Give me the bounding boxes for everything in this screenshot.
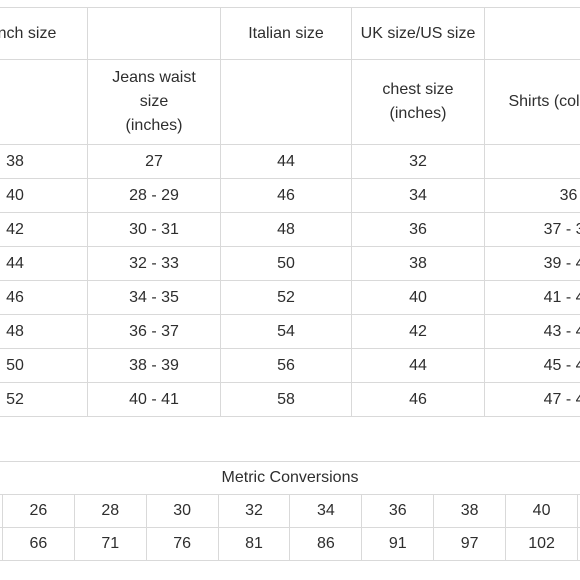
table-cell: 50	[0, 348, 88, 383]
table-cell: 38	[351, 246, 485, 281]
table-cell: 40	[351, 280, 485, 315]
table-cell: 39 - 40	[484, 246, 580, 281]
inches-cell: 38	[433, 494, 507, 528]
header-italian-size: Italian size	[220, 7, 352, 60]
subheader-blank	[220, 59, 352, 145]
table-cell: 48	[220, 212, 352, 247]
table-row: 38 27 44 32	[0, 144, 580, 179]
table-cell: 50	[220, 246, 352, 281]
size-table-body: 38 27 44 32 40 28 - 29 46 34 36 42 30 - 31 48 36 37 -…	[0, 144, 580, 417]
table-cell: 40 - 41	[87, 382, 221, 417]
header-blank	[484, 7, 580, 60]
header-uk-us-size: UK size/US size	[351, 7, 485, 60]
subheader-shirts-collar: Shirts (collar) cm	[484, 59, 580, 145]
table-cell: 47 - 48	[484, 382, 580, 417]
table-cell: 38 - 39	[87, 348, 221, 383]
table-cell: 34 - 35	[87, 280, 221, 315]
table-cell: 46	[351, 382, 485, 417]
table-row: 40 28 - 29 46 34 36	[0, 178, 580, 213]
subheader-blank	[0, 59, 88, 145]
centimeter-cell: 71	[73, 527, 147, 561]
table-cell: 32	[351, 144, 485, 179]
table-cell: 44	[0, 246, 88, 281]
table-cell: 44	[351, 348, 485, 383]
table-cell: 36	[484, 178, 580, 213]
table-cell: 30 - 31	[87, 212, 221, 247]
inches-cell: 26	[1, 494, 75, 528]
table-cell: 37 - 38	[484, 212, 580, 247]
inches-cell: 40	[505, 494, 579, 528]
table-cell: 28 - 29	[87, 178, 221, 213]
table-cell: 58	[220, 382, 352, 417]
inches-cell: 28	[73, 494, 147, 528]
table-cell: 43 - 44	[484, 314, 580, 349]
table-cell: 48	[0, 314, 88, 349]
centimeter-cell: 81	[217, 527, 291, 561]
table-cell: 54	[220, 314, 352, 349]
table-cell: 44	[220, 144, 352, 179]
inches-cell: 32	[217, 494, 291, 528]
centimeter-cell: 91	[361, 527, 435, 561]
metric-table-title: Metric Conversions	[0, 461, 580, 495]
table-cell: 32 - 33	[87, 246, 221, 281]
table-cell: 56	[220, 348, 352, 383]
inches-row: 24262830323436384042	[0, 494, 580, 528]
table-cell: 36	[351, 212, 485, 247]
table-cell: 52	[220, 280, 352, 315]
subheader-jeans-waist: Jeans waist size (inches)	[87, 59, 221, 145]
centimeter-cell: 107	[577, 527, 580, 561]
centimeter-cell: 86	[289, 527, 363, 561]
table-cell: 36 - 37	[87, 314, 221, 349]
subheader-chest-size: chest size (inches)	[351, 59, 485, 145]
inches-cell: 36	[361, 494, 435, 528]
table-cell	[484, 144, 580, 179]
header-french-size: French size	[0, 7, 88, 60]
table-cell: 46	[0, 280, 88, 315]
table-cell: 46	[220, 178, 352, 213]
metric-title-row: Metric Conversions	[0, 461, 580, 495]
table-cell: 52	[0, 382, 88, 417]
table-cell: 42	[0, 212, 88, 247]
table-cell: 45 - 46	[484, 348, 580, 383]
centimeter-cell: 102	[505, 527, 579, 561]
centimeter-cell: 97	[433, 527, 507, 561]
centimeter-cell: 76	[145, 527, 219, 561]
table-header-row: French size Italian size UK size/US size	[0, 7, 580, 60]
centimeters-row: 6166717681869197102107	[0, 527, 580, 561]
inches-cell: 30	[145, 494, 219, 528]
table-subheader-row: Jeans waist size (inches) chest size (in…	[0, 59, 580, 145]
table-cell: 42	[351, 314, 485, 349]
metric-conversion-table: Metric Conversions 24262830323436384042 …	[0, 461, 580, 561]
size-conversion-table: French size Italian size UK size/US size…	[0, 7, 580, 417]
table-cell: 38	[0, 144, 88, 179]
header-blank	[87, 7, 221, 60]
table-cell: 34	[351, 178, 485, 213]
centimeter-cell: 66	[1, 527, 75, 561]
inches-cell: 34	[289, 494, 363, 528]
table-cell: 27	[87, 144, 221, 179]
table-cell: 41 - 42	[484, 280, 580, 315]
table-cell: 40	[0, 178, 88, 213]
